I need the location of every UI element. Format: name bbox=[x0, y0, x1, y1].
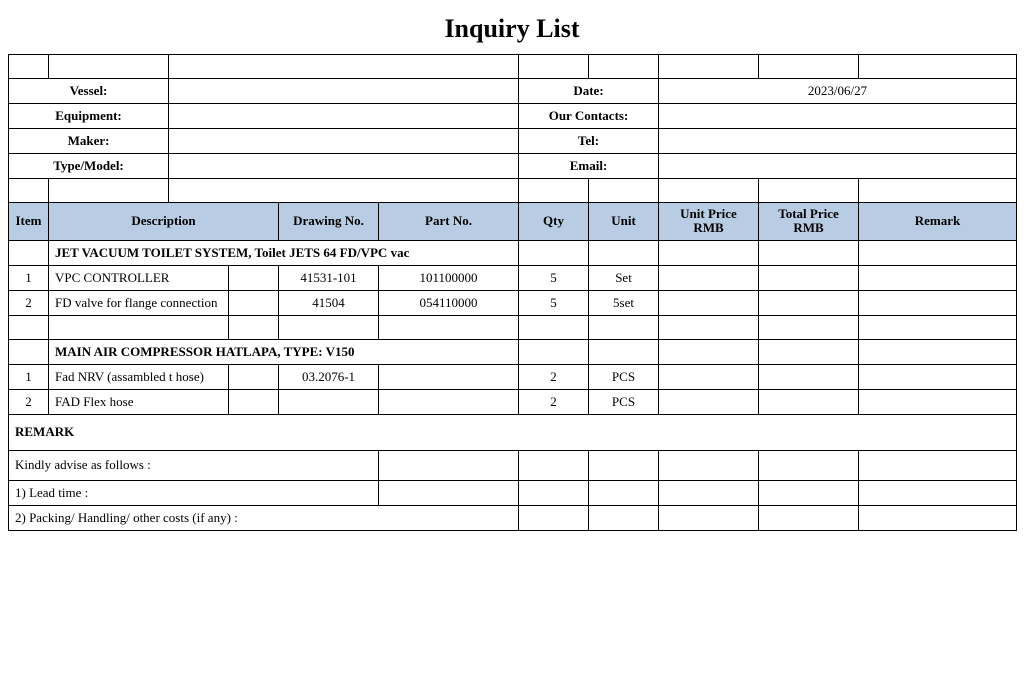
remark-line-row: 2) Packing/ Handling/ other costs (if an… bbox=[9, 505, 1017, 530]
trailing-empty-row bbox=[9, 530, 1017, 564]
cell-remark[interactable] bbox=[859, 389, 1017, 414]
value-type-model[interactable] bbox=[169, 154, 519, 179]
cell-qty: 5 bbox=[519, 290, 589, 315]
cell-qty: 2 bbox=[519, 389, 589, 414]
remark-line: 2) Packing/ Handling/ other costs (if an… bbox=[9, 505, 379, 530]
label-vessel: Vessel: bbox=[9, 79, 169, 104]
page-title: Inquiry List bbox=[8, 8, 1016, 54]
row-maker: Maker: Tel: bbox=[9, 129, 1017, 154]
label-email: Email: bbox=[519, 154, 659, 179]
col-description: Description bbox=[49, 203, 279, 241]
col-unit-price: Unit Price RMB bbox=[659, 203, 759, 241]
group-header-row: JET VACUUM TOILET SYSTEM, Toilet JETS 64… bbox=[9, 240, 1017, 265]
value-date[interactable]: 2023/06/27 bbox=[659, 79, 1017, 104]
label-date: Date: bbox=[519, 79, 659, 104]
table-row: 2 FD valve for flange connection 41504 0… bbox=[9, 290, 1017, 315]
cell-item: 2 bbox=[9, 389, 49, 414]
table-row: 1 VPC CONTROLLER 41531-101 101100000 5 S… bbox=[9, 265, 1017, 290]
cell-remark[interactable] bbox=[859, 364, 1017, 389]
cell-unit: 5set bbox=[589, 290, 659, 315]
cell-description: FD valve for flange connection bbox=[49, 290, 229, 315]
label-equipment: Equipment: bbox=[9, 104, 169, 129]
cell-unit-price[interactable] bbox=[659, 290, 759, 315]
cell-item: 2 bbox=[9, 290, 49, 315]
cell-unit-price[interactable] bbox=[659, 364, 759, 389]
col-total-price: Total Price RMB bbox=[759, 203, 859, 241]
row-equipment: Equipment: Our Contacts: bbox=[9, 104, 1017, 129]
cell-qty: 5 bbox=[519, 265, 589, 290]
col-drawing-no: Drawing No. bbox=[279, 203, 379, 241]
cell-unit-price[interactable] bbox=[659, 265, 759, 290]
items-table: Item Description Drawing No. Part No. Qt… bbox=[8, 202, 1017, 564]
cell-part-no: 101100000 bbox=[379, 265, 519, 290]
cell-unit-price[interactable] bbox=[659, 389, 759, 414]
label-maker: Maker: bbox=[9, 129, 169, 154]
value-email[interactable] bbox=[659, 154, 1017, 179]
cell-drawing-no: 41504 bbox=[279, 290, 379, 315]
remark-line-row: Kindly advise as follows : bbox=[9, 450, 1017, 480]
cell-remark[interactable] bbox=[859, 290, 1017, 315]
value-maker[interactable] bbox=[169, 129, 519, 154]
value-vessel[interactable] bbox=[169, 79, 519, 104]
spacer-row bbox=[9, 315, 1017, 339]
cell-drawing-no: 03.2076-1 bbox=[279, 364, 379, 389]
cell-part-no bbox=[379, 364, 519, 389]
cell-total-price[interactable] bbox=[759, 389, 859, 414]
col-remark: Remark bbox=[859, 203, 1017, 241]
cell-item: 1 bbox=[9, 265, 49, 290]
cell-unit: PCS bbox=[589, 364, 659, 389]
col-item: Item bbox=[9, 203, 49, 241]
remark-line: Kindly advise as follows : bbox=[9, 450, 279, 480]
label-type-model: Type/Model: bbox=[9, 154, 169, 179]
value-tel[interactable] bbox=[659, 129, 1017, 154]
cell-unit: Set bbox=[589, 265, 659, 290]
value-our-contacts[interactable] bbox=[659, 104, 1017, 129]
group-header-row: MAIN AIR COMPRESSOR HATLAPA, TYPE: V150 bbox=[9, 339, 1017, 364]
remark-heading: REMARK bbox=[9, 414, 1017, 450]
cell-drawing-no: 41531-101 bbox=[279, 265, 379, 290]
cell-description: FAD Flex hose bbox=[49, 389, 229, 414]
inquiry-page: Inquiry List Vessel: Date: 2023/06/27 Eq… bbox=[8, 8, 1016, 564]
header-table: Vessel: Date: 2023/06/27 Equipment: Our … bbox=[8, 54, 1017, 203]
value-equipment[interactable] bbox=[169, 104, 519, 129]
cell-description: VPC CONTROLLER bbox=[49, 265, 229, 290]
cell-total-price[interactable] bbox=[759, 290, 859, 315]
cell-unit: PCS bbox=[589, 389, 659, 414]
table-row: 2 FAD Flex hose 2 PCS bbox=[9, 389, 1017, 414]
col-part-no: Part No. bbox=[379, 203, 519, 241]
cell-total-price[interactable] bbox=[759, 364, 859, 389]
table-row: 1 Fad NRV (assambled t hose) 03.2076-1 2… bbox=[9, 364, 1017, 389]
cell-item: 1 bbox=[9, 364, 49, 389]
remark-line-row: 1) Lead time : bbox=[9, 480, 1017, 505]
group-title: MAIN AIR COMPRESSOR HATLAPA, TYPE: V150 bbox=[49, 339, 519, 364]
cell-remark[interactable] bbox=[859, 265, 1017, 290]
header-spacer-row-2 bbox=[9, 179, 1017, 203]
row-vessel: Vessel: Date: 2023/06/27 bbox=[9, 79, 1017, 104]
cell-part-no: 054110000 bbox=[379, 290, 519, 315]
col-qty: Qty bbox=[519, 203, 589, 241]
remark-heading-row: REMARK bbox=[9, 414, 1017, 450]
group-title: JET VACUUM TOILET SYSTEM, Toilet JETS 64… bbox=[49, 240, 519, 265]
col-unit: Unit bbox=[589, 203, 659, 241]
cell-qty: 2 bbox=[519, 364, 589, 389]
cell-drawing-no bbox=[279, 389, 379, 414]
cell-total-price[interactable] bbox=[759, 265, 859, 290]
column-header-row: Item Description Drawing No. Part No. Qt… bbox=[9, 203, 1017, 241]
header-spacer-row bbox=[9, 55, 1017, 79]
cell-description: Fad NRV (assambled t hose) bbox=[49, 364, 229, 389]
cell-part-no bbox=[379, 389, 519, 414]
label-our-contacts: Our Contacts: bbox=[519, 104, 659, 129]
row-type-model: Type/Model: Email: bbox=[9, 154, 1017, 179]
remark-line: 1) Lead time : bbox=[9, 480, 279, 505]
label-tel: Tel: bbox=[519, 129, 659, 154]
